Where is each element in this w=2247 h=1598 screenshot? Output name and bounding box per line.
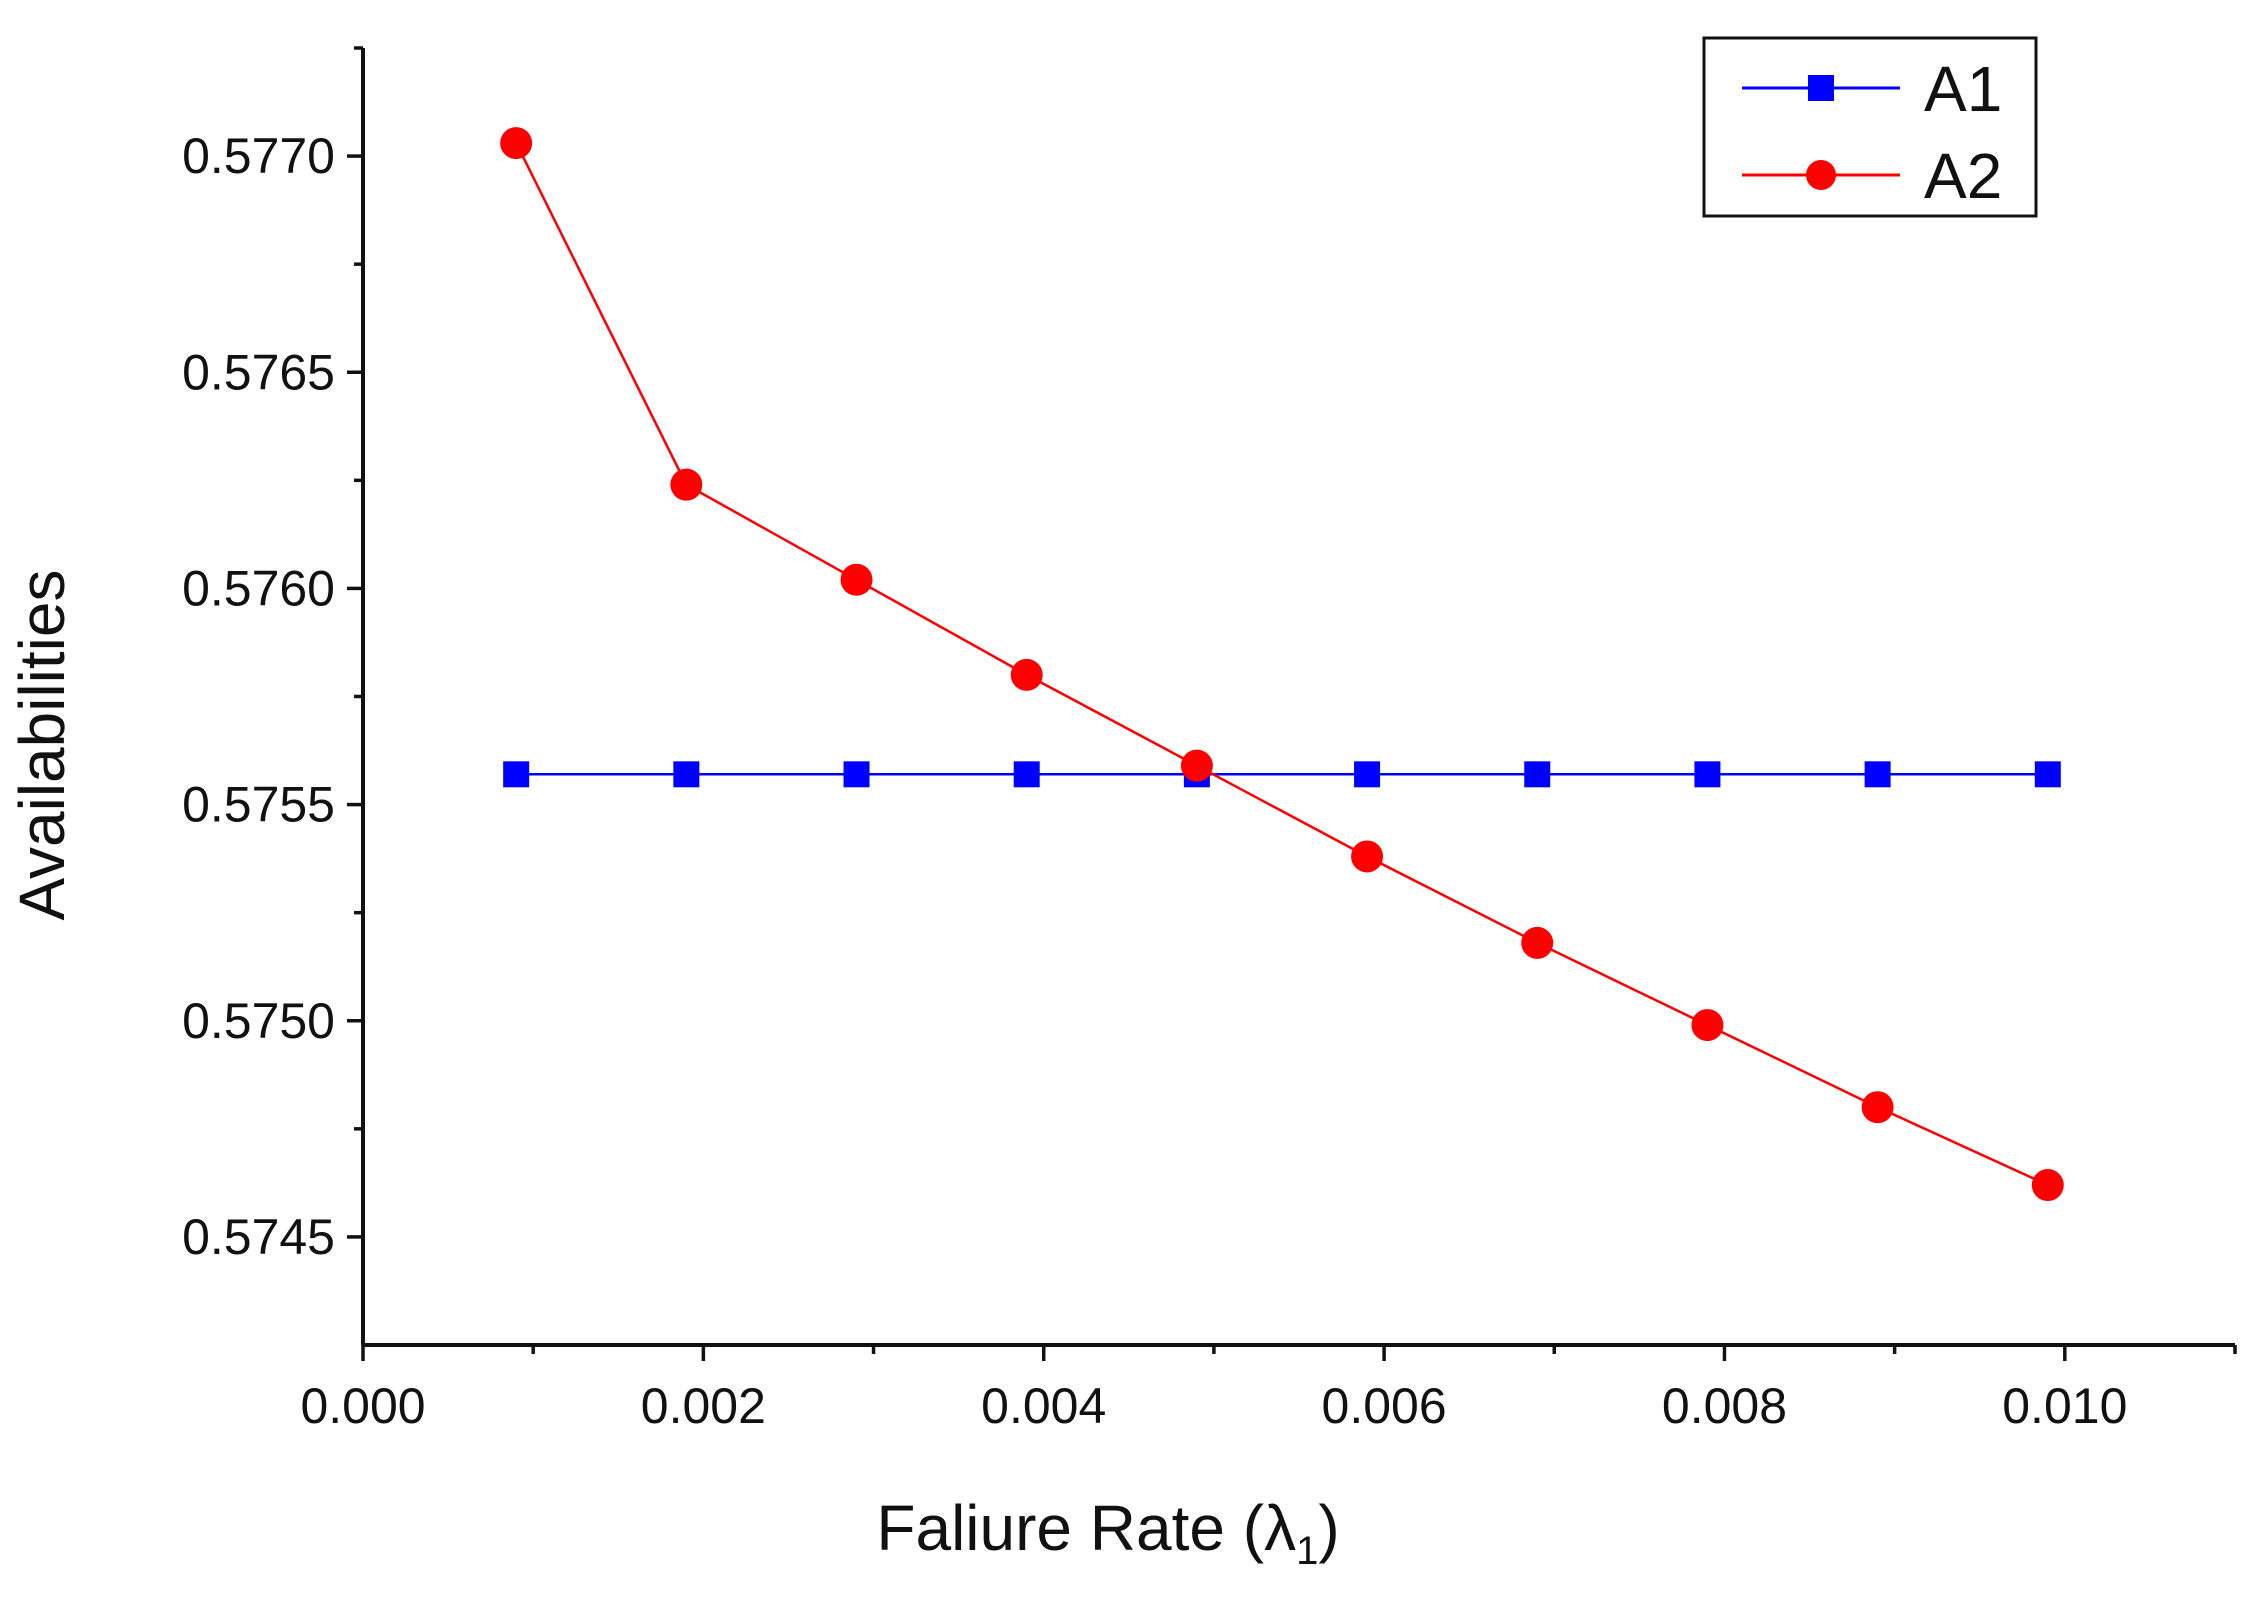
data-point-a2	[1351, 840, 1384, 873]
legend-marker-a1	[1808, 75, 1834, 101]
y-tick-label: 0.5750	[182, 993, 335, 1049]
data-point-a1	[1354, 761, 1381, 788]
data-point-a2	[2031, 1169, 2064, 1202]
series-a1	[503, 761, 2061, 788]
x-axis-title: Faliure Rate (λ1)	[876, 1492, 1339, 1573]
y-tick-label: 0.5765	[182, 344, 335, 400]
data-point-a1	[2034, 761, 2061, 788]
data-point-a1	[1694, 761, 1721, 788]
y-tick-label: 0.5745	[182, 1209, 335, 1265]
data-point-a2	[1521, 926, 1554, 959]
data-point-a1	[1864, 761, 1891, 788]
x-axis-title-main: Faliure Rate (λ	[876, 1492, 1296, 1564]
data-point-a2	[500, 127, 533, 160]
x-axis-title-subscript: 1	[1296, 1529, 1318, 1573]
x-tick-label: 0.002	[641, 1378, 766, 1434]
legend-marker-a2	[1806, 160, 1836, 190]
data-point-a1	[1013, 761, 1040, 788]
x-tick-label: 0.000	[300, 1378, 425, 1434]
data-point-a1	[503, 761, 530, 788]
y-tick-label: 0.5755	[182, 777, 335, 833]
y-axis-title: Availabilities	[6, 570, 78, 921]
data-point-a2	[1180, 749, 1213, 782]
legend-label-a2: A2	[1924, 140, 2002, 212]
series-line-a2	[515, 142, 2049, 1187]
series-layer	[500, 127, 2064, 1202]
y-axis-ticks: 0.5745 0.5750 0.5755 0.5760 0.5765 0.5770	[182, 46, 363, 1265]
data-point-a2	[670, 468, 703, 501]
data-point-a1	[673, 761, 700, 788]
x-axis-title-close: )	[1318, 1492, 1339, 1564]
data-point-a2	[840, 563, 873, 596]
x-tick-label: 0.006	[1322, 1378, 1447, 1434]
legend: A1 A2	[1702, 36, 2038, 218]
y-tick-label: 0.5760	[182, 560, 335, 616]
data-point-a2	[1691, 1009, 1724, 1042]
data-point-a2	[1010, 658, 1043, 691]
x-axis-ticks: 0.000 0.002 0.004 0.006 0.008 0.010	[300, 1345, 2237, 1434]
x-tick-label: 0.008	[1662, 1378, 1787, 1434]
legend-label-a1: A1	[1924, 53, 2002, 125]
data-point-a1	[1524, 761, 1551, 788]
data-point-a1	[843, 761, 870, 788]
legend-box	[1702, 36, 2038, 218]
y-tick-label: 0.5770	[182, 128, 335, 184]
data-point-a2	[1861, 1091, 1894, 1124]
series-a2	[500, 127, 2064, 1202]
x-tick-label: 0.010	[2002, 1378, 2127, 1434]
x-tick-label: 0.004	[981, 1378, 1106, 1434]
